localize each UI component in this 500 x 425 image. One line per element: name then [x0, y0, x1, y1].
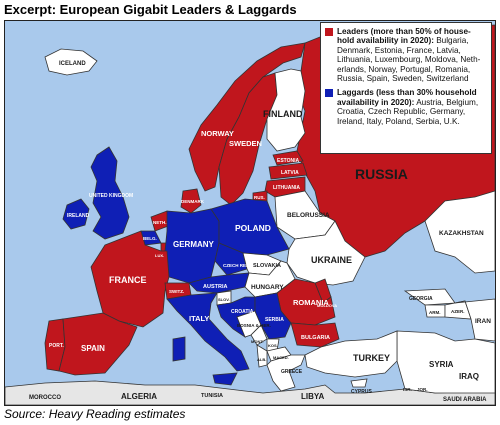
- france: [90, 230, 170, 328]
- label-belorussia: BELORUSSIA: [287, 212, 330, 219]
- united-kingdom: [90, 146, 130, 240]
- label-croatia: CROATIA: [231, 309, 254, 315]
- sardinia: [172, 336, 186, 362]
- sicily: [212, 372, 238, 386]
- cyprus: [350, 378, 368, 388]
- label-tunisia: TUNISIA: [201, 393, 223, 399]
- iran: [454, 298, 495, 342]
- kazakhstan: [424, 190, 495, 274]
- germany: [164, 208, 220, 284]
- legend-laggards-heading: Laggards (less than 30% household availa…: [337, 88, 477, 107]
- label-syria: SYRIA: [429, 360, 454, 369]
- italy: [166, 292, 250, 372]
- legend-laggards-countries: Austria, Belgium, Croatia, Czech Republi…: [337, 97, 479, 126]
- label-armenia: ARM.: [429, 310, 441, 315]
- label-greece: GREECE: [281, 369, 303, 375]
- label-portugal: PORT.: [49, 343, 64, 349]
- label-algeria: ALGERIA: [121, 392, 157, 401]
- legend-leaders-countries: Bulgaria, Denmark, Estonia, France, Latv…: [337, 36, 481, 84]
- label-switzerland: SWITZ.: [169, 289, 184, 294]
- spain: [58, 312, 138, 376]
- greece: [266, 354, 306, 392]
- label-saudi-arabia: SAUDI ARABIA: [443, 397, 487, 403]
- label-iran: IRAN: [475, 318, 491, 325]
- legend-leaders: Leaders (more than 50% of house-hold ava…: [325, 27, 487, 83]
- label-austria: AUSTRIA: [203, 284, 227, 290]
- latvia: [268, 162, 308, 180]
- label-belgium: BELG.: [143, 236, 157, 241]
- label-uk: UNITED KINGDOM: [89, 193, 133, 199]
- denmark: [180, 188, 202, 214]
- leader-swatch: [325, 28, 333, 36]
- label-libya: LIBYA: [301, 392, 324, 401]
- label-kosovo: KOS.: [268, 343, 278, 348]
- label-lux: LUX.: [155, 253, 164, 258]
- north-africa: [5, 380, 495, 405]
- turkey: [304, 330, 398, 378]
- label-macedonia: MACED.: [273, 355, 289, 360]
- label-bosnia: BOSNIA & HER.: [237, 323, 271, 328]
- label-denmark: DENMARK: [181, 199, 205, 204]
- label-hungary: HUNGARY: [251, 284, 284, 291]
- label-iceland: ICELAND: [59, 61, 86, 67]
- label-turkey: TURKEY: [353, 353, 390, 363]
- label-iraq: IRAQ: [459, 372, 479, 381]
- label-spain: SPAIN: [81, 344, 105, 353]
- label-romania: ROMANIA: [293, 298, 329, 307]
- laggard-swatch: [325, 89, 333, 98]
- estonia: [272, 150, 304, 166]
- label-kazakhstan: KAZAKHSTAN: [439, 230, 484, 237]
- label-bulgaria: BULGARIA: [301, 335, 330, 341]
- label-ireland: IRELAND: [67, 213, 90, 219]
- label-sweden: SWEDEN: [229, 139, 262, 148]
- bulgaria: [290, 322, 340, 348]
- label-azerbaijan: AZER.: [451, 309, 465, 314]
- label-poland: POLAND: [235, 223, 271, 233]
- label-estonia: ESTONIA: [277, 158, 300, 164]
- label-russia-small: RUS.: [254, 195, 265, 200]
- label-albania: ALB.: [257, 357, 266, 362]
- europe-map-svg: ICELAND FINLAND NORWAY SWEDEN RUSSIA EST…: [5, 21, 495, 405]
- legend-laggards: Laggards (less than 30% household availa…: [325, 88, 487, 126]
- label-italy: ITALY: [189, 314, 209, 323]
- label-czech: CZECH REPUBLIC: [223, 263, 264, 268]
- ukraine: [286, 220, 366, 286]
- label-israel: ISR.: [403, 387, 412, 392]
- label-netherlands: NETH.: [153, 220, 167, 225]
- legend-leaders-heading: Leaders (more than 50% of house-hold ava…: [337, 27, 471, 46]
- label-ukraine: UKRAINE: [311, 255, 352, 265]
- label-georgia: GEORGIA: [409, 296, 433, 302]
- label-jordan: JOR.: [417, 387, 428, 392]
- label-cyprus: CYPRUS: [351, 389, 373, 395]
- finland: [266, 68, 306, 152]
- label-finland: FINLAND: [263, 109, 303, 119]
- label-slovenia: SLOV.: [218, 297, 230, 302]
- serbia: [254, 292, 292, 340]
- label-norway: NORWAY: [201, 129, 234, 138]
- label-serbia: SERBIA: [265, 317, 284, 323]
- label-germany: GERMANY: [173, 240, 215, 249]
- label-montenegro: MONT.: [251, 339, 263, 344]
- label-france: FRANCE: [109, 275, 147, 285]
- legend: Leaders (more than 50% of house-hold ava…: [320, 22, 492, 154]
- label-lithuania: LITHUANIA: [273, 185, 300, 191]
- middle-east: [396, 330, 495, 394]
- label-russia: RUSSIA: [355, 166, 408, 182]
- map-title: Excerpt: European Gigabit Leaders & Lagg…: [4, 2, 297, 17]
- ireland: [62, 198, 90, 230]
- source-note: Source: Heavy Reading estimates: [4, 407, 186, 421]
- label-latvia: LATVIA: [281, 170, 299, 176]
- iceland: [44, 48, 98, 76]
- label-slovakia: SLOVAKIA: [253, 263, 281, 269]
- label-morocco: MOROCCO: [29, 395, 61, 401]
- label-moldova: MOLDOVA: [317, 303, 337, 308]
- poland: [210, 198, 290, 256]
